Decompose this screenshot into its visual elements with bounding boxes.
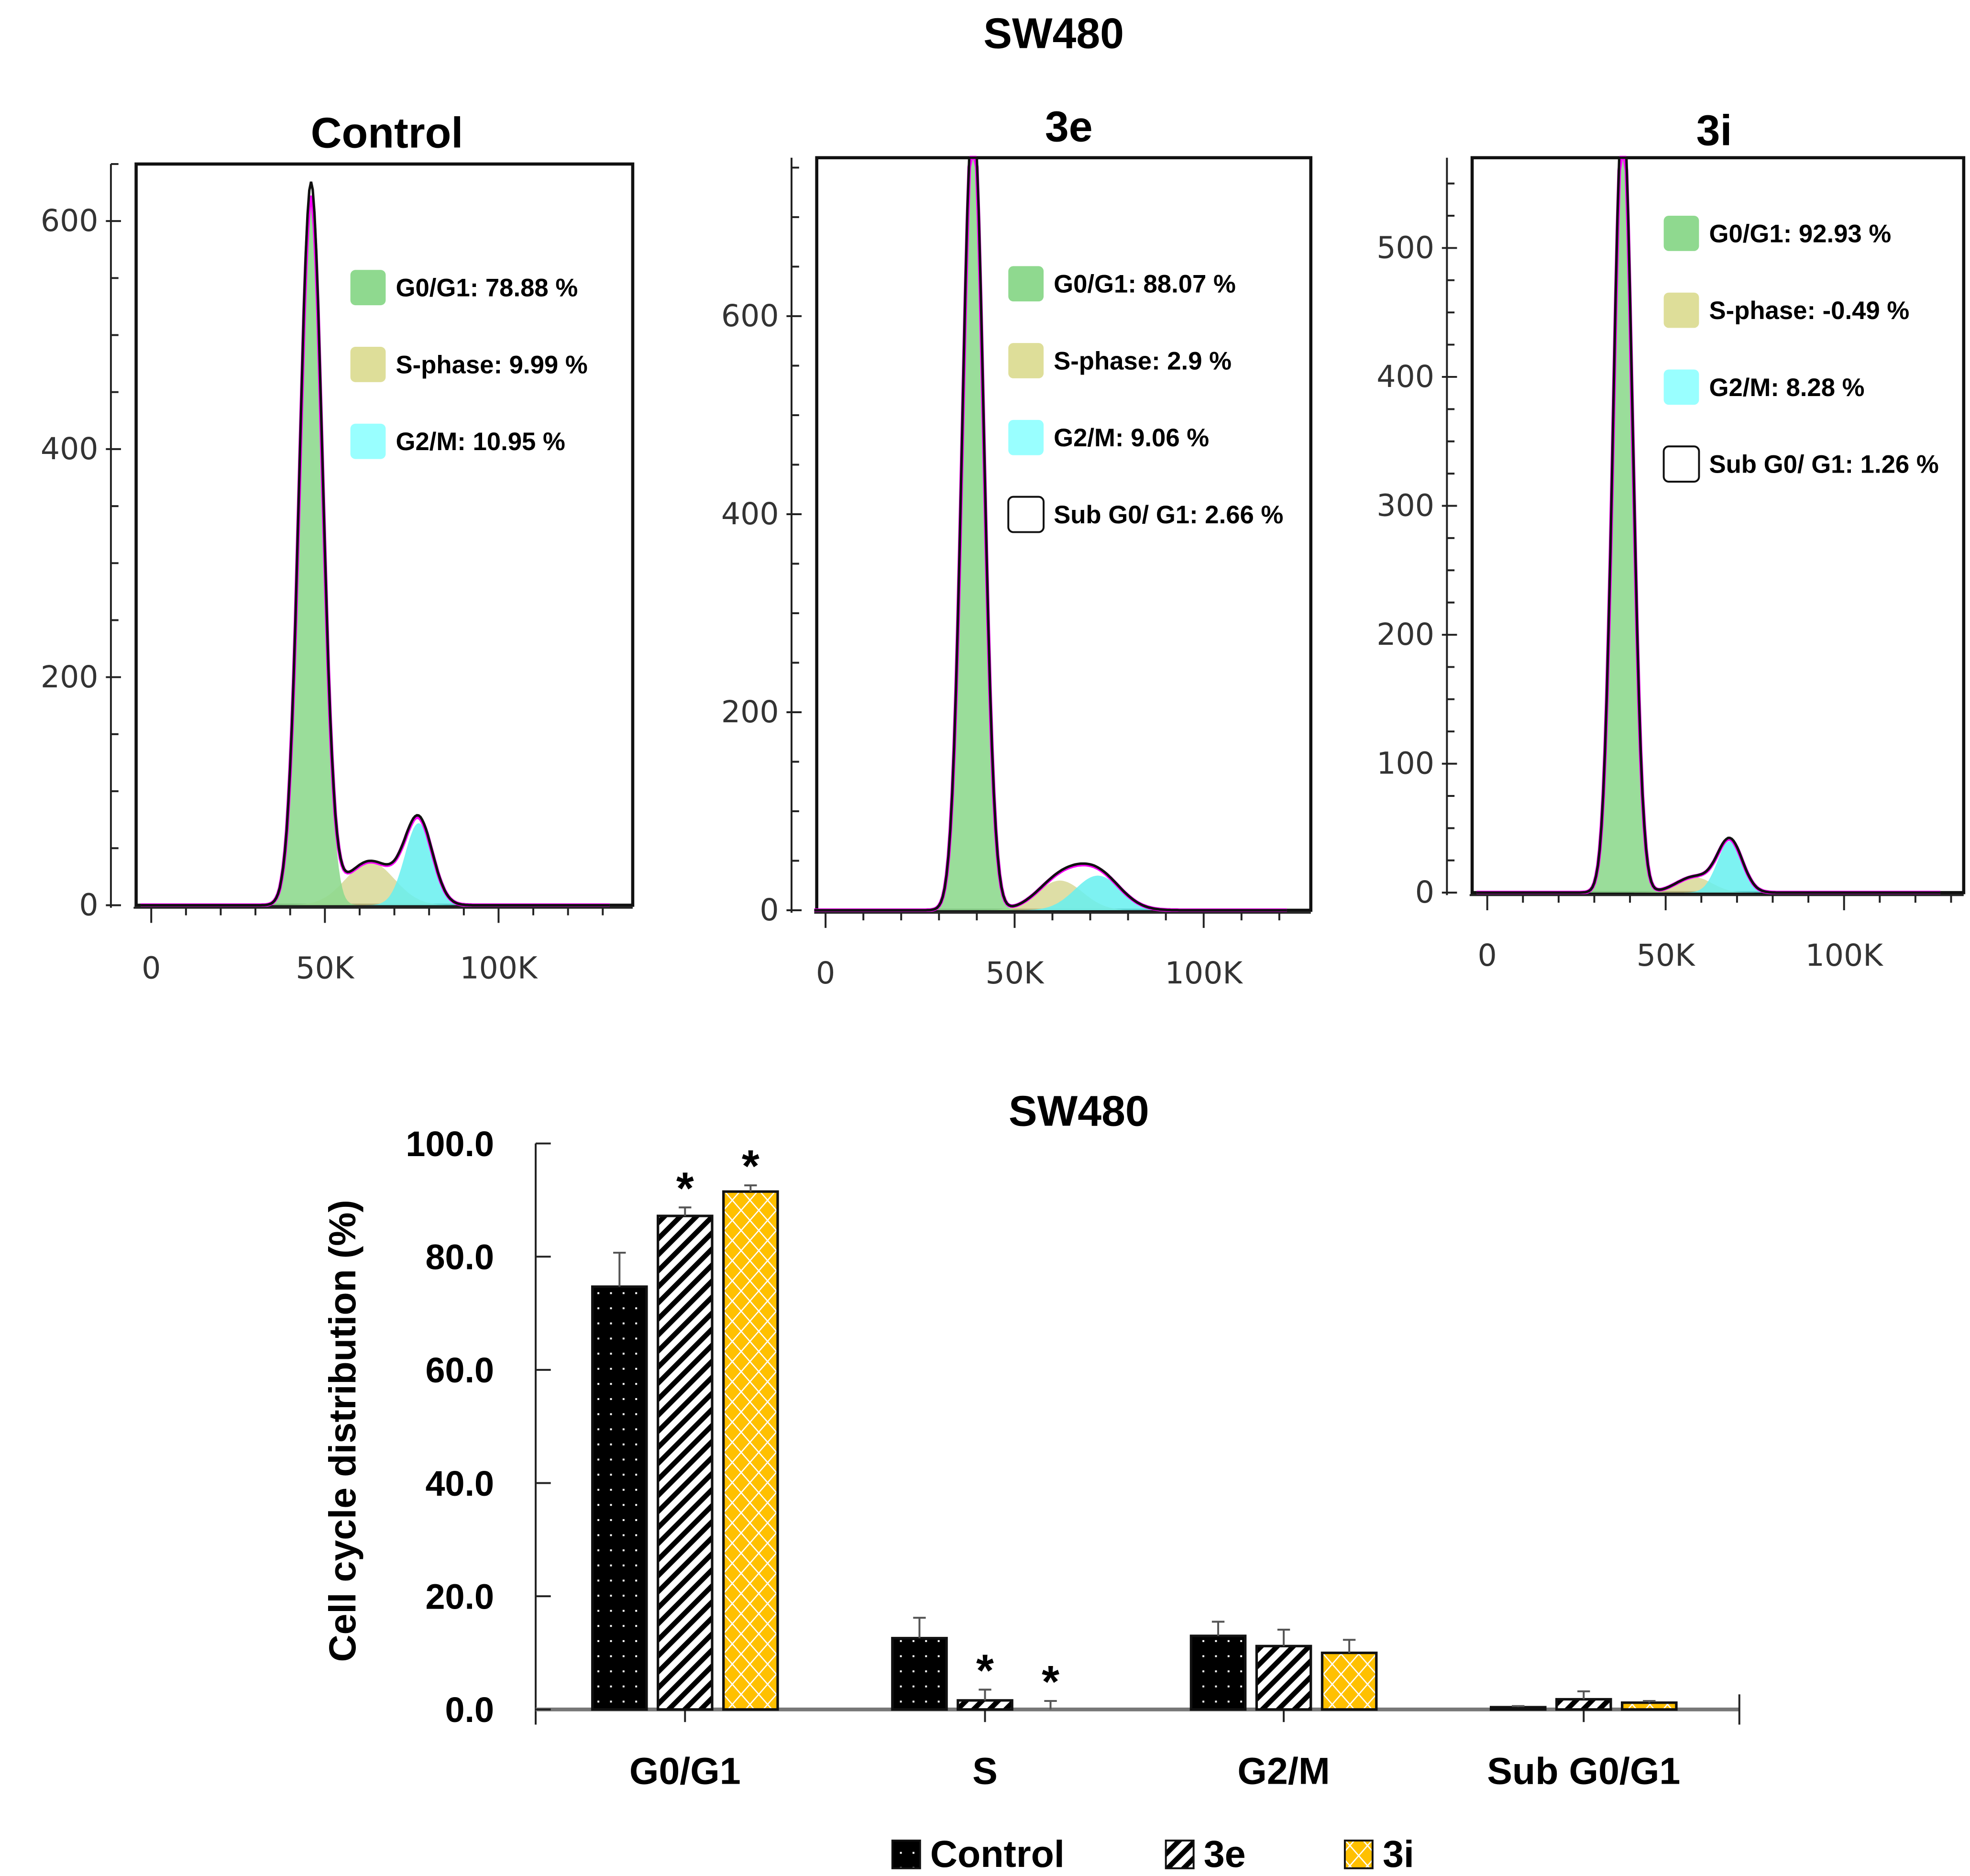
legend-label: G2/M: 8.28 %: [1709, 374, 1864, 402]
x-tick-label: S: [972, 1749, 998, 1792]
s-phase-area: [814, 880, 1287, 911]
legend-label: S-phase: 9.99 %: [396, 351, 587, 379]
g2-m-area: [1476, 841, 1941, 893]
legend-label: G2/M: 9.06 %: [1054, 424, 1209, 452]
histogram-line: [1476, 156, 1941, 894]
legend-label: G0/G1: 78.88 %: [396, 274, 578, 302]
bar-Control-Sub G0/G1: [1489, 1706, 1547, 1711]
bar-chart-title: SW480: [1009, 1087, 1149, 1135]
plot-frame: [815, 156, 1313, 912]
y-tick-label: 200: [721, 694, 779, 729]
y-tick-label: 200: [1376, 617, 1434, 652]
x-tick-label: G0/G1: [629, 1749, 741, 1792]
panel-title: 3e: [1045, 102, 1093, 150]
y-tick-label: 40.0: [425, 1464, 494, 1503]
legend-label: S-phase: -0.49 %: [1709, 297, 1909, 325]
y-tick-label: 0: [1415, 874, 1434, 910]
legend-label: Sub G0/ G1: 1.26 %: [1709, 451, 1938, 479]
y-tick-label: 400: [41, 431, 99, 466]
legend-swatch: [1663, 215, 1699, 251]
y-tick-label: 0.0: [445, 1690, 494, 1730]
significance-marker: *: [676, 1163, 694, 1214]
legend-swatch: [1007, 496, 1045, 533]
x-tick-label: 100K: [1165, 955, 1244, 991]
y-tick-label: 0: [759, 892, 779, 927]
legend-swatch-3i: [1343, 1839, 1374, 1869]
s-phase-area: [141, 861, 610, 905]
legend-label: G0/G1: 92.93 %: [1709, 220, 1891, 248]
legend-swatch: [1008, 419, 1044, 455]
bar-chart-group: SW480 0.0 20.0 40.0 60.0 80.0 100.0 Cell cycle …: [321, 1087, 1740, 1875]
y-tick-label: 400: [1376, 359, 1434, 394]
plot-frame: [1470, 156, 1966, 894]
x-tick-label: 0: [1478, 938, 1497, 973]
x-tick-label: G2/M: [1237, 1749, 1330, 1792]
y-axis-label: Cell cycle distribution (%): [321, 1200, 363, 1662]
legend-label: S-phase: 2.9 %: [1054, 347, 1232, 375]
y-tick-label: 60.0: [425, 1350, 494, 1390]
bar-3i-G2/M: [1321, 1651, 1378, 1711]
x-tick-label: 50K: [296, 950, 354, 985]
legend-swatch: [350, 347, 386, 382]
bar-chart: SW480 0.0 20.0 40.0 60.0 80.0 100.0 Cell cycle …: [321, 1087, 1740, 1875]
legend-label: G2/M: 10.95 %: [396, 428, 565, 456]
bar-3e-G2/M: [1255, 1644, 1312, 1711]
bar-3e-Sub G0/G1: [1555, 1698, 1612, 1711]
legend-label: 3e: [1204, 1832, 1246, 1875]
legend-swatch: [1663, 292, 1699, 328]
x-tick-label: 100K: [460, 950, 538, 985]
significance-marker: *: [1042, 1656, 1059, 1707]
bar-Control-G2/M: [1189, 1634, 1247, 1711]
x-tick-label: 0: [142, 950, 161, 985]
histogram-panel-3e: 3e 0 200 400 600 0 50K 100K G0/G1: 88.07 % S-phas…: [721, 102, 1313, 991]
figure-title: SW480: [983, 9, 1124, 57]
y-tick-label: 20.0: [425, 1577, 494, 1617]
legend-swatch: [350, 270, 386, 306]
x-tick-label: 0: [816, 955, 835, 991]
y-tick-label: 100: [1376, 746, 1434, 781]
legend-swatch: [1663, 369, 1699, 405]
x-tick-label: 100K: [1805, 938, 1884, 973]
histogram-line: [814, 156, 1287, 912]
legend-swatch-3e: [1165, 1839, 1195, 1869]
y-tick-label: 500: [1376, 230, 1434, 265]
panel-title: 3i: [1696, 106, 1732, 154]
significance-marker: *: [976, 1645, 994, 1696]
x-tick-label: 50K: [985, 955, 1044, 991]
y-tick-label: 80.0: [425, 1237, 494, 1277]
histograms: Control 0 200 400 600 0 50K 100K G0/G1: 78.88 % S…: [41, 102, 1966, 991]
panel-title: Control: [311, 109, 463, 157]
y-tick-label: 200: [41, 659, 99, 695]
x-tick-label: Sub G0/G1: [1487, 1749, 1680, 1792]
bar-Control-S: [891, 1637, 948, 1711]
y-tick-label: 600: [41, 203, 99, 238]
significance-marker: *: [742, 1141, 759, 1192]
y-tick-label: 400: [721, 496, 779, 531]
bar-3i-Sub G0/G1: [1621, 1701, 1678, 1711]
legend-label: Control: [930, 1832, 1065, 1875]
legend-label: G0/G1: 88.07 %: [1054, 270, 1236, 298]
y-tick-label: 300: [1376, 488, 1434, 523]
legend-swatch: [1008, 266, 1044, 302]
y-tick-label: 100.0: [406, 1124, 494, 1164]
bar-3e-G0/G1: [657, 1214, 714, 1711]
histogram-panel-Control: Control 0 200 400 600 0 50K 100K G0/G1: 78.88 % S…: [41, 109, 635, 985]
legend-swatch: [1662, 445, 1700, 483]
bar-Control-G0/G1: [591, 1285, 648, 1711]
y-tick-label: 600: [721, 298, 779, 333]
bar-3e-S: [957, 1699, 1013, 1711]
legend-swatch-Control: [891, 1839, 921, 1869]
legend-swatch: [350, 423, 386, 459]
x-tick-label: 50K: [1637, 938, 1695, 973]
y-tick-label: 0: [79, 887, 98, 923]
legend-swatch: [1008, 343, 1044, 378]
histogram-panel-3i: 3i 0 100 200 300 400 500 0 50K 100K G0/G1: 92.93 %…: [1376, 106, 1966, 973]
legend-label: Sub G0/ G1: 2.66 %: [1054, 501, 1283, 529]
histogram-line: [141, 181, 610, 907]
bar-3i-G0/G1: [722, 1190, 779, 1711]
legend-label: 3i: [1383, 1832, 1414, 1875]
